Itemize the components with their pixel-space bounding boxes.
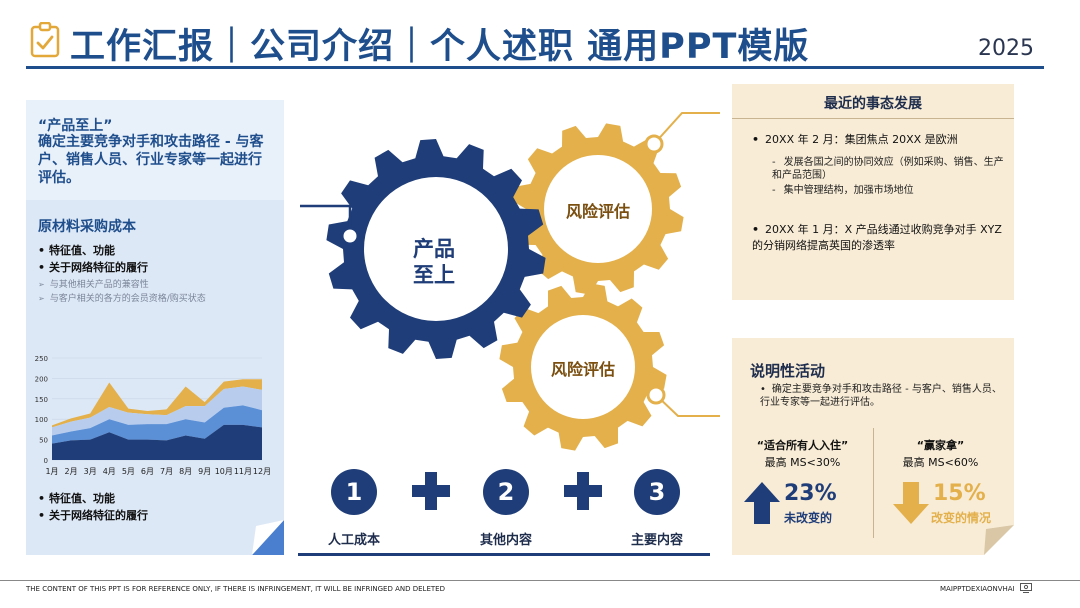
chart-x-tick: 8月 (179, 467, 192, 476)
chart-y-tick: 0 (44, 457, 48, 465)
plus-icon (412, 472, 450, 510)
activities-title: 说明性活动 (750, 362, 826, 380)
chart-x-tick: 6月 (141, 467, 154, 476)
connector-node (644, 134, 664, 154)
stat-right-sub: 最高 MS<60% (902, 456, 979, 469)
stat-left-title: “适合所有人入住” (756, 439, 849, 452)
left-panel (26, 100, 284, 555)
page-fold-corner (984, 525, 1014, 555)
chart-x-tick: 4月 (103, 467, 116, 476)
developments-item: 20XX 年 2 月：集团焦点 20XX 是欧洲 (752, 132, 1002, 148)
chart-area-series (52, 379, 262, 428)
activities-divider (873, 428, 874, 538)
step-number: 1 (331, 469, 377, 515)
left-bullet: 关于网络特征的履行 (38, 507, 148, 523)
gears-diagram (300, 112, 720, 451)
arrow-down-icon (893, 482, 929, 524)
stat-right-value: 15% (933, 481, 986, 506)
chart-x-tick: 1月 (45, 467, 58, 476)
page-title: 工作汇报｜公司介绍｜个人述职 通用PPT模版 (70, 27, 810, 67)
stat-left-sub: 最高 MS<30% (764, 456, 841, 469)
left-bullet: 关于网络特征的履行 (38, 259, 148, 275)
connector-node (340, 226, 360, 246)
footer-rule (0, 580, 1080, 581)
chart-x-tick: 9月 (198, 467, 211, 476)
stat-right-desc: 改变的情况 (931, 511, 992, 525)
footer-disclaimer: THE CONTENT OF THIS PPT IS FOR REFERENCE… (26, 585, 445, 593)
chart-x-tick: 5月 (122, 467, 135, 476)
stat-left-desc: 未改变的 (784, 511, 833, 525)
activities-text: 确定主要竞争对手和攻击路径 - 与客户、销售人员、行业专家等一起进行评估。 (760, 383, 1008, 409)
left-bullet: 特征值、功能 (38, 490, 115, 506)
chart-x-tick: 11月 (234, 467, 252, 476)
section-title: 原材料采购成本 (38, 219, 136, 235)
stat-left-value: 23% (784, 481, 837, 506)
connector-node (646, 385, 666, 405)
step-label: 主要内容 (630, 533, 683, 548)
chart-y-tick: 150 (35, 396, 48, 404)
chart-area-series (52, 405, 262, 444)
gear-top-label: 风险评估 (565, 202, 630, 221)
page-fold-corner (252, 520, 284, 555)
gear-center-hub (364, 177, 508, 321)
chart-x-tick: 12月 (253, 467, 271, 476)
chart-area-series (52, 424, 262, 460)
chart-x-tick: 3月 (84, 467, 97, 476)
quote-body: 确定主要竞争对手和攻击路径 - 与客户、销售人员、行业专家等一起进行评估。 (38, 134, 264, 186)
developments-title: 最近的事态发展 (824, 96, 922, 112)
gear-bottom-label: 风险评估 (550, 360, 615, 379)
gear-bottom-hub (531, 315, 635, 419)
gear-center-label: 产品 至上 (413, 237, 455, 287)
left-panel-top (26, 100, 284, 200)
chart-x-tick: 10月 (215, 467, 233, 476)
gear-top-hub (544, 155, 652, 263)
left-sub-bullet: 与客户相关的各方的会员资格/购买状态 (38, 291, 206, 304)
chart-y-tick: 50 (39, 437, 48, 445)
developments-sub-item: 发展各国之间的协同效应（例如采购、销售、生产和产品范围） (772, 156, 1004, 182)
connector-right-bottom (655, 394, 720, 417)
footer-brand: MAIPPTDEXIAONVHAI (940, 585, 1015, 593)
steps-rule (298, 553, 710, 556)
quote-title: “产品至上” (38, 118, 113, 134)
plus-icon (564, 472, 602, 510)
developments-title-rule (732, 118, 1014, 119)
step-label: 其他内容 (479, 533, 532, 548)
chart-y-tick: 200 (35, 375, 48, 383)
chart-y-tick: 100 (35, 416, 48, 424)
header-rule (26, 66, 1044, 69)
monitor-icon (1020, 583, 1032, 593)
step-label: 人工成本 (327, 533, 380, 548)
developments-item: 20XX 年 1 月：X 产品线通过收购竞争对手 XYZ 的分销网络提高英国的渗… (752, 222, 1002, 254)
chart-y-tick: 250 (35, 355, 48, 363)
arrow-up-icon (744, 482, 780, 524)
area-chart: 0 50 100 150 200 250 1月 2月 3月 4月 5月 6月 7月 8月 9月 10月 11月 1… (35, 355, 271, 476)
step-number: 3 (634, 469, 680, 515)
clipboard-check-icon (30, 22, 60, 58)
left-bullet: 特征值、功能 (38, 242, 115, 258)
chart-area-series (52, 386, 262, 436)
page-year: 2025 (978, 36, 1034, 61)
chart-x-tick: 2月 (65, 467, 78, 476)
connector-right-top (653, 112, 720, 145)
step-number: 2 (483, 469, 529, 515)
chart-x-tick: 7月 (160, 467, 173, 476)
developments-sub-item: 集中管理结构，加强市场地位 (772, 184, 1004, 197)
stat-right-title: “赢家拿” (916, 439, 965, 452)
connector-left (300, 204, 352, 236)
left-sub-bullet: 与其他相关产品的兼容性 (38, 277, 149, 290)
